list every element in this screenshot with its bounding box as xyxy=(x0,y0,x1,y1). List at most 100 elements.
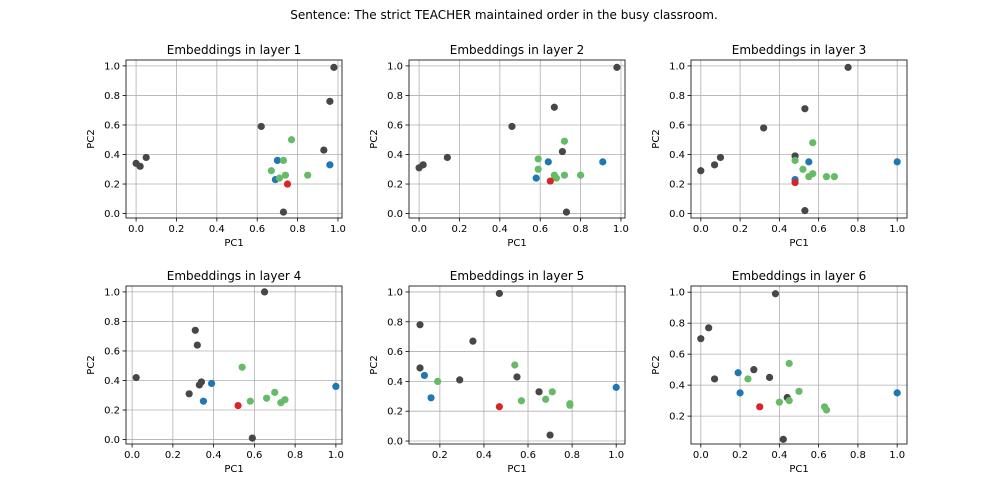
point-green xyxy=(434,377,442,385)
point-other xyxy=(248,434,256,442)
x-tick-label: 0.0 xyxy=(128,224,144,235)
point-other xyxy=(716,153,725,162)
point-target xyxy=(546,177,554,185)
y-axis-label: PC2 xyxy=(86,355,97,374)
subplot-layer-2: 0.0 0.2 0.4 0.6 0.8 1.0 0.0 0.2 0.4 0.6 0.8 1.0 Embe… xyxy=(369,43,629,249)
point-other xyxy=(535,388,543,396)
x-tick-label: 1.0 xyxy=(330,224,346,235)
point-other xyxy=(513,373,521,381)
y-tick-label: 0.2 xyxy=(104,406,120,417)
point-other xyxy=(508,122,516,131)
point-green xyxy=(517,397,526,405)
x-tick-label: 0.0 xyxy=(693,450,709,461)
point-blue xyxy=(736,389,744,397)
subplot-title: Embeddings in layer 1 xyxy=(167,43,301,57)
x-tick-label: 0.2 xyxy=(432,450,448,461)
y-tick-label: 0.2 xyxy=(104,180,120,191)
point-green xyxy=(576,171,585,179)
subplot-layer-4: 0.0 0.2 0.4 0.6 0.8 1.0 0.0 0.2 0.4 0.6 0.8 1.0 Embe… xyxy=(86,269,344,475)
x-axis-label: PC1 xyxy=(224,464,243,475)
point-blue xyxy=(207,379,216,388)
point-other xyxy=(558,147,567,156)
y-tick-label: 0.4 xyxy=(104,150,120,161)
point-blue xyxy=(420,371,429,380)
x-tick-label: 0.6 xyxy=(249,224,265,235)
point-blue xyxy=(332,382,340,391)
y-tick-label: 0.8 xyxy=(387,317,403,328)
point-green xyxy=(775,398,783,406)
point-blue xyxy=(805,158,813,166)
y-tick-label: 0.8 xyxy=(387,91,403,102)
point-other xyxy=(710,161,719,169)
point-green xyxy=(263,394,271,402)
y-tick-label: 0.8 xyxy=(104,91,120,102)
point-other xyxy=(185,390,193,398)
subplot-layer-5: 0.2 0.4 0.6 0.8 1.0 0.0 0.2 0.4 0.6 0.8 1.0 Embeddi… xyxy=(369,269,626,475)
point-target xyxy=(756,403,764,411)
point-other xyxy=(771,290,780,298)
point-green xyxy=(560,137,569,145)
x-tick-label: 0.6 xyxy=(811,450,827,461)
y-axis-label: PC2 xyxy=(369,355,380,374)
point-other xyxy=(142,153,150,162)
point-blue xyxy=(427,394,435,402)
point-blue xyxy=(734,369,742,377)
point-green xyxy=(799,165,807,173)
y-tick-label: 0.6 xyxy=(669,120,685,131)
x-tick-label: 0.4 xyxy=(771,450,787,461)
axes-frame xyxy=(690,59,908,219)
point-other xyxy=(550,103,558,111)
x-tick-label: 0.4 xyxy=(492,224,508,235)
point-other xyxy=(326,97,334,105)
x-tick-label: 0.8 xyxy=(850,450,866,461)
point-other xyxy=(495,289,503,298)
y-tick-label: 0.6 xyxy=(104,120,120,131)
y-tick-label: 0.0 xyxy=(104,209,120,220)
y-tick-label: 1.0 xyxy=(387,287,403,298)
point-other xyxy=(416,321,424,329)
subplot-title: Embeddings in layer 3 xyxy=(732,43,866,57)
point-green xyxy=(795,387,803,395)
point-other xyxy=(546,431,554,439)
y-tick-label: 0.4 xyxy=(387,150,403,161)
point-green xyxy=(534,165,542,173)
subplot-title: Embeddings in layer 4 xyxy=(167,269,301,283)
point-other xyxy=(443,153,451,162)
point-green xyxy=(552,174,560,182)
y-tick-label: 0.8 xyxy=(104,317,120,328)
point-green xyxy=(287,136,296,144)
point-green xyxy=(275,174,284,182)
point-blue xyxy=(273,156,282,165)
axes-frame xyxy=(408,59,626,219)
x-tick-label: 0.8 xyxy=(287,450,303,461)
subplot-layer-3: 0.0 0.2 0.4 0.6 0.8 1.0 0.0 0.2 0.4 0.6 0.8 1.0 Embe… xyxy=(651,43,908,249)
x-tick-label: 0.8 xyxy=(850,224,866,235)
x-tick-label: 0.2 xyxy=(169,224,185,235)
point-other xyxy=(697,335,705,343)
y-tick-label: 0.6 xyxy=(104,346,120,357)
x-axis-label: PC1 xyxy=(507,238,526,249)
point-green xyxy=(809,170,817,178)
axes-frame xyxy=(408,285,626,445)
x-tick-label: 0.4 xyxy=(476,450,492,461)
point-green xyxy=(238,363,246,371)
x-tick-label: 1.0 xyxy=(608,450,624,461)
point-other xyxy=(562,208,571,216)
y-tick-label: 1.0 xyxy=(387,61,403,72)
x-tick-label: 1.0 xyxy=(613,224,629,235)
x-axis-label: PC1 xyxy=(224,238,243,249)
y-tick-label: 0.2 xyxy=(387,407,403,418)
point-other xyxy=(419,161,427,169)
y-tick-label: 0.0 xyxy=(387,437,403,448)
x-tick-label: 0.2 xyxy=(452,224,468,235)
point-other xyxy=(801,207,809,215)
y-tick-label: 0.2 xyxy=(669,412,685,423)
point-blue xyxy=(326,161,334,169)
point-green xyxy=(548,388,556,396)
point-blue xyxy=(893,158,901,166)
x-tick-label: 0.8 xyxy=(573,224,589,235)
point-other xyxy=(697,167,705,175)
point-other xyxy=(191,326,199,334)
subplot-layer-6: 0.0 0.2 0.4 0.6 0.8 1.0 0.2 0.4 0.6 0.8 1.0 Embeddi… xyxy=(651,269,908,475)
